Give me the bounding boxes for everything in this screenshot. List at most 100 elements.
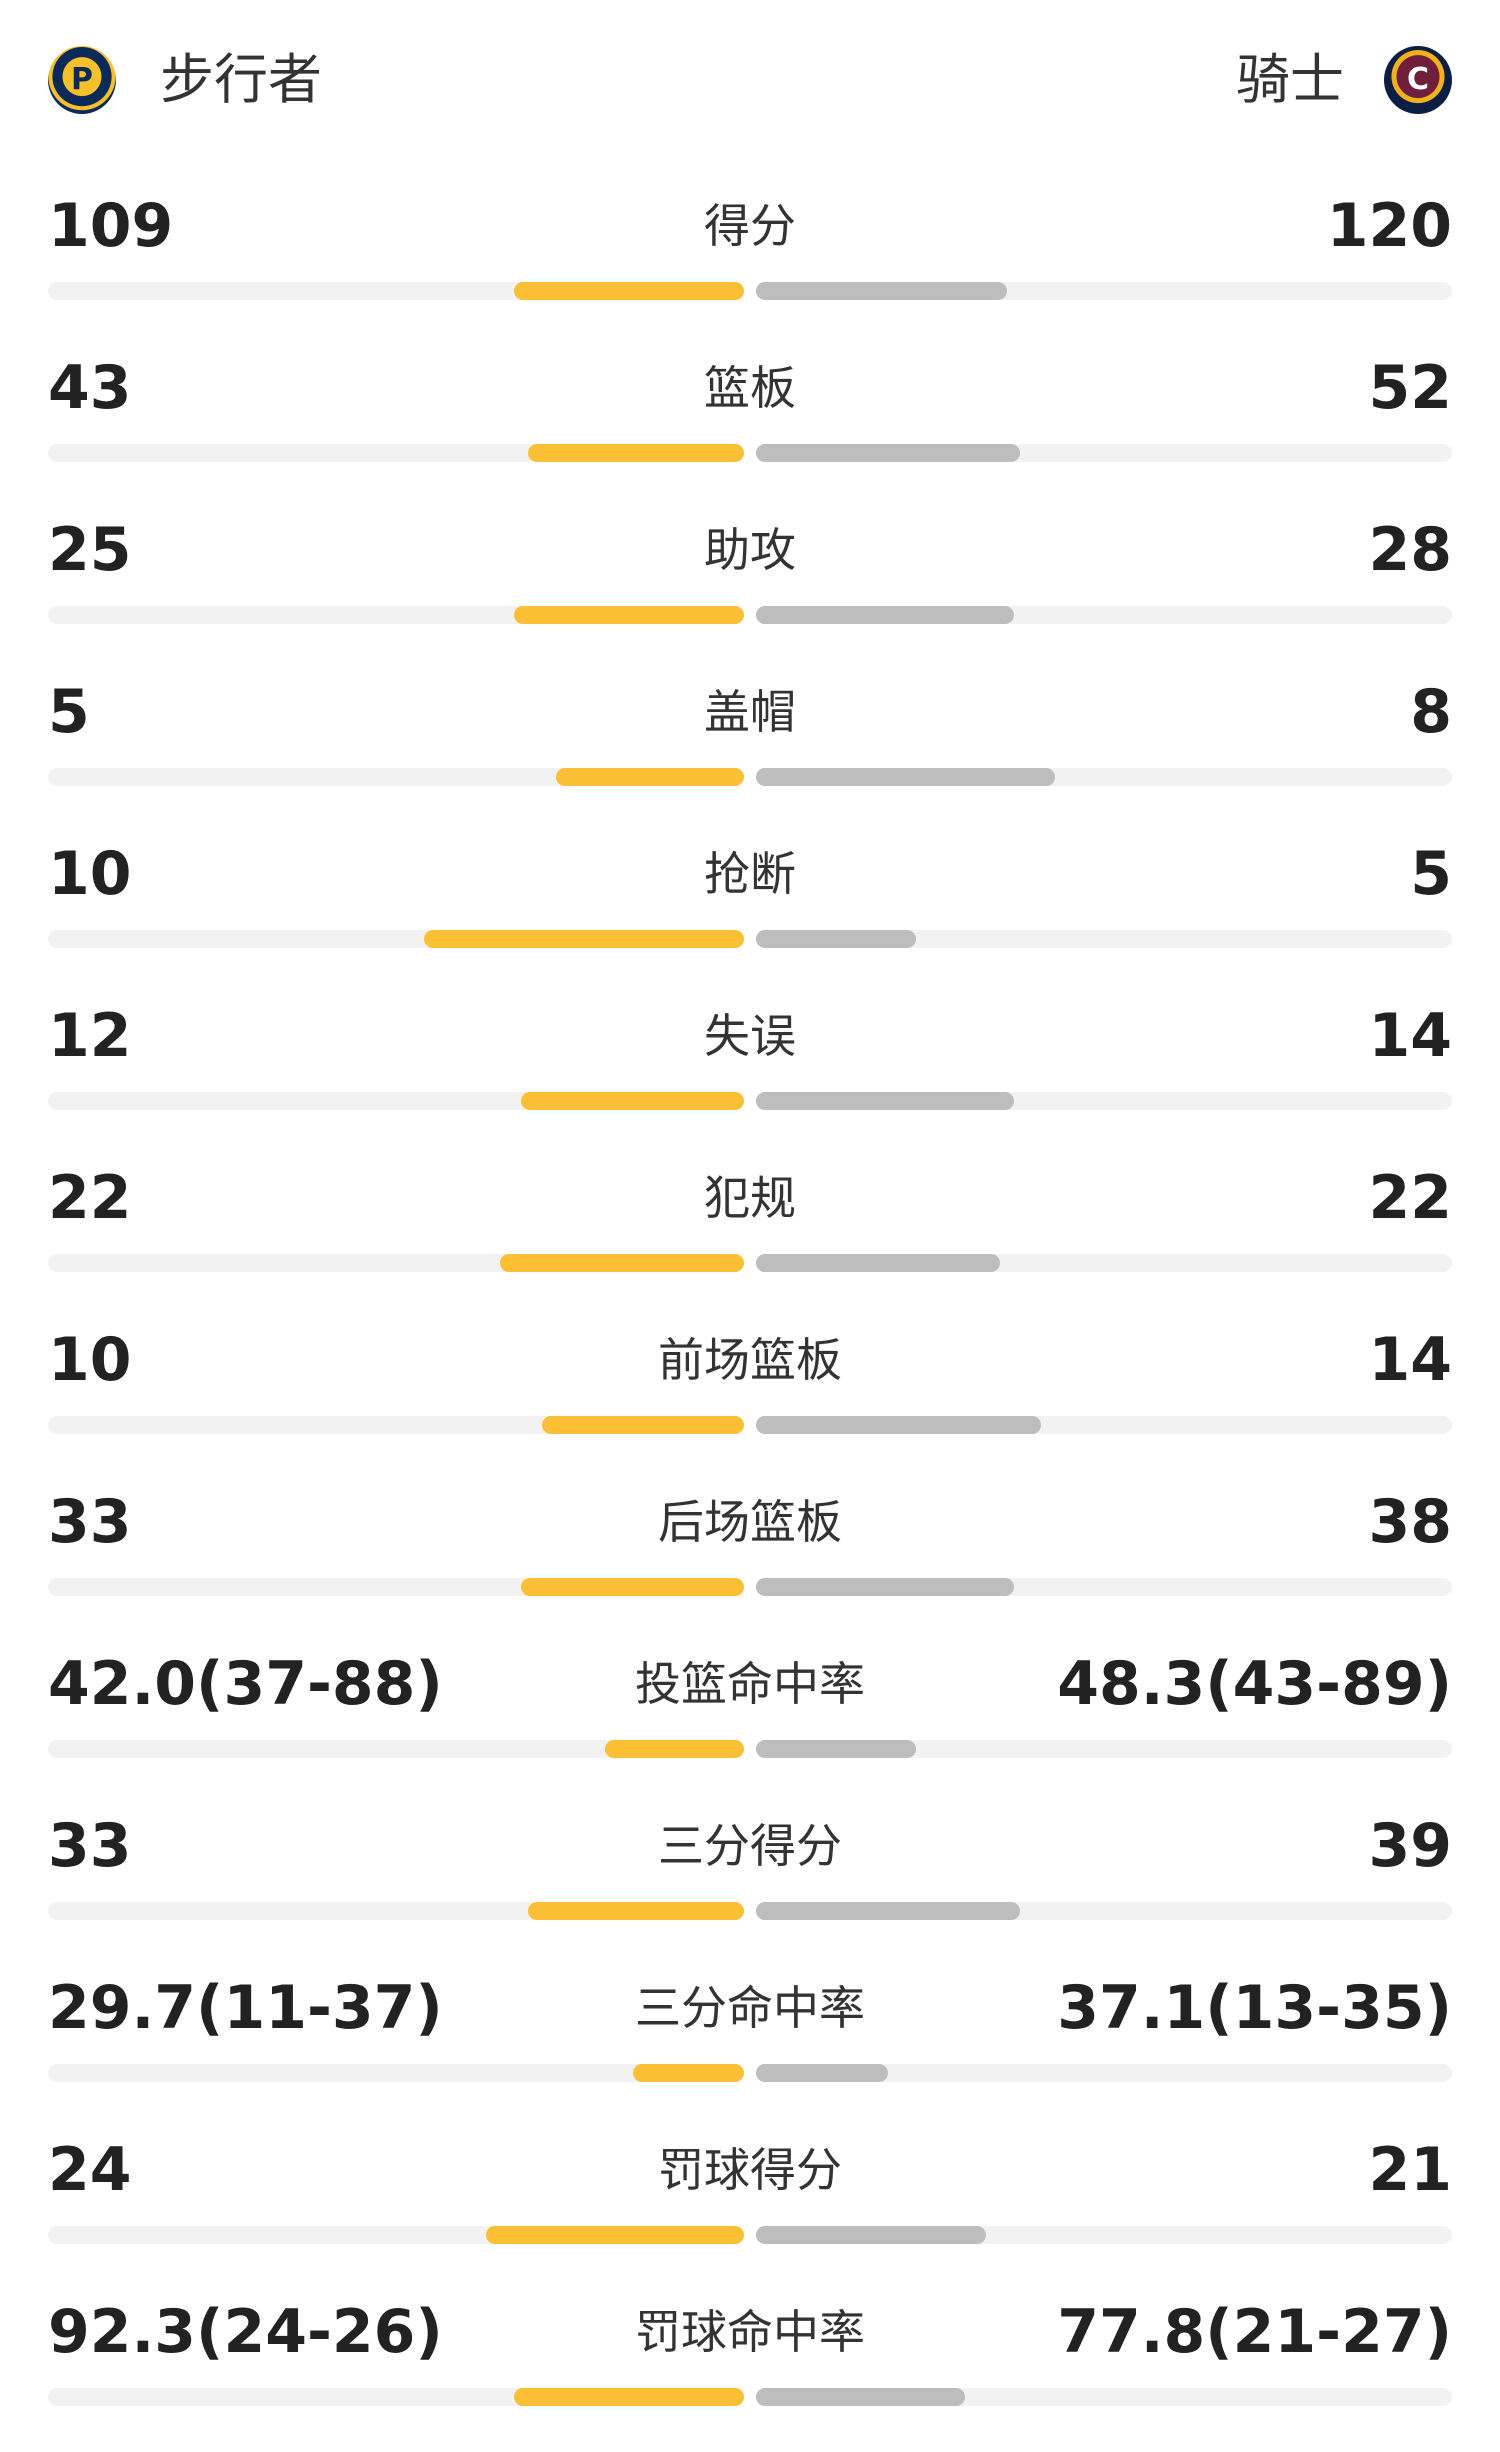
home-bar-track (48, 444, 744, 462)
stat-row: 22 犯规 22 (0, 1158, 1500, 1318)
away-stat-value: 8 (1410, 677, 1452, 747)
home-bar-track (48, 282, 744, 300)
stat-label: 前场篮板 (658, 1333, 842, 1387)
away-bar-fill (756, 1254, 1000, 1272)
home-stat-value: 42.0(37-88) (48, 1649, 443, 1719)
away-bar-fill (756, 768, 1055, 786)
away-bar-fill (756, 930, 916, 948)
away-stat-value: 5 (1410, 839, 1452, 909)
game-header: P 步行者 骑士 C (0, 0, 1500, 160)
home-bar-fill (528, 1902, 744, 1920)
away-bar-fill (756, 1578, 1014, 1596)
away-bar-fill (756, 2226, 986, 2244)
away-bar-track (756, 444, 1452, 462)
home-bar-track (48, 1416, 744, 1434)
away-stat-value: 21 (1368, 2135, 1453, 2205)
home-stat-value: 109 (48, 191, 174, 261)
away-stat-value: 77.8(21-27) (1057, 2297, 1452, 2367)
home-bar-fill (556, 768, 744, 786)
home-bar-track (48, 2064, 744, 2082)
stat-label: 犯规 (704, 1171, 796, 1225)
away-bar-track (756, 1902, 1452, 1920)
away-stat-value: 39 (1368, 1811, 1453, 1881)
away-stat-value: 14 (1368, 1325, 1453, 1395)
home-bar-track (48, 606, 744, 624)
home-stat-value: 5 (48, 677, 90, 747)
home-bar-fill (514, 2388, 744, 2406)
home-bar-fill (633, 2064, 744, 2082)
home-bar-track (48, 2226, 744, 2244)
home-bar-track (48, 1740, 744, 1758)
home-bar-track (48, 1092, 744, 1110)
stat-label: 投篮命中率 (635, 1657, 865, 1711)
away-bar-fill (756, 282, 1007, 300)
home-bar-fill (514, 606, 744, 624)
home-stat-value: 22 (48, 1163, 132, 1233)
away-stat-value: 52 (1368, 353, 1453, 423)
stat-label: 罚球得分 (658, 2143, 842, 2197)
stat-row: 42.0(37-88) 投篮命中率 48.3(43-89) (0, 1644, 1500, 1804)
home-stat-value: 33 (48, 1811, 132, 1881)
stat-label: 罚球命中率 (635, 2305, 865, 2359)
away-bar-fill (756, 1740, 916, 1758)
stat-row: 10 前场篮板 14 (0, 1320, 1500, 1480)
stat-label: 三分得分 (658, 1819, 842, 1873)
home-bar-track (48, 1254, 744, 1272)
home-bar-track (48, 1902, 744, 1920)
stat-row: 33 三分得分 39 (0, 1806, 1500, 1966)
cavaliers-logo-icon[interactable]: C (1384, 46, 1452, 114)
home-bar-fill (521, 1092, 744, 1110)
stat-label: 得分 (704, 199, 796, 253)
away-bar-track (756, 768, 1452, 786)
away-bar-fill (756, 1416, 1041, 1434)
home-bar-fill (542, 1416, 744, 1434)
away-bar-fill (756, 606, 1014, 624)
home-stat-value: 43 (48, 353, 132, 423)
stat-row: 29.7(11-37) 三分命中率 37.1(13-35) (0, 1968, 1500, 2128)
home-bar-track (48, 930, 744, 948)
stat-row: 10 抢断 5 (0, 834, 1500, 994)
stat-row: 24 罚球得分 21 (0, 2130, 1500, 2290)
away-bar-track (756, 282, 1452, 300)
home-stat-value: 24 (48, 2135, 132, 2205)
away-bar-fill (756, 2064, 888, 2082)
stat-label: 后场篮板 (658, 1495, 842, 1549)
stat-label: 抢断 (704, 847, 796, 901)
away-stat-value: 120 (1326, 191, 1452, 261)
away-bar-track (756, 1740, 1452, 1758)
home-stat-value: 92.3(24-26) (48, 2297, 443, 2367)
away-bar-fill (756, 2388, 965, 2406)
home-bar-fill (514, 282, 744, 300)
home-bar-track (48, 1578, 744, 1596)
away-bar-track (756, 606, 1452, 624)
stat-row: 12 失误 14 (0, 996, 1500, 1156)
stat-row: 43 篮板 52 (0, 348, 1500, 508)
stat-row: 92.3(24-26) 罚球命中率 77.8(21-27) (0, 2292, 1500, 2452)
away-team-name[interactable]: 骑士 (1236, 48, 1344, 111)
away-stat-value: 48.3(43-89) (1057, 1649, 1452, 1719)
home-team-name[interactable]: 步行者 (160, 48, 322, 111)
away-bar-fill (756, 1902, 1020, 1920)
home-bar-fill (424, 930, 744, 948)
home-bar-fill (605, 1740, 744, 1758)
home-bar-fill (486, 2226, 744, 2244)
home-stat-value: 12 (48, 1001, 132, 1071)
stat-label: 篮板 (704, 361, 796, 415)
home-bar-track (48, 2388, 744, 2406)
away-bar-fill (756, 444, 1020, 462)
stat-row: 5 盖帽 8 (0, 672, 1500, 832)
away-bar-track (756, 2064, 1452, 2082)
stat-row: 109 得分 120 (0, 186, 1500, 346)
away-bar-track (756, 1578, 1452, 1596)
away-bar-fill (756, 1092, 1014, 1110)
home-stat-value: 25 (48, 515, 132, 585)
pacers-logo-icon[interactable]: P (48, 46, 116, 114)
stat-label: 失误 (704, 1009, 796, 1063)
away-bar-track (756, 2388, 1452, 2406)
home-bar-fill (528, 444, 744, 462)
home-stat-value: 10 (48, 839, 132, 909)
stat-label: 三分命中率 (635, 1981, 865, 2035)
away-bar-track (756, 1092, 1452, 1110)
away-stat-value: 22 (1368, 1163, 1453, 1233)
home-stat-value: 33 (48, 1487, 132, 1557)
